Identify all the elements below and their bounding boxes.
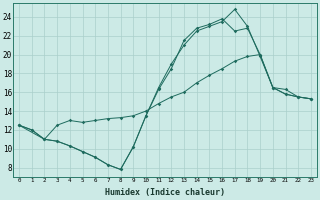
X-axis label: Humidex (Indice chaleur): Humidex (Indice chaleur) (105, 188, 225, 197)
